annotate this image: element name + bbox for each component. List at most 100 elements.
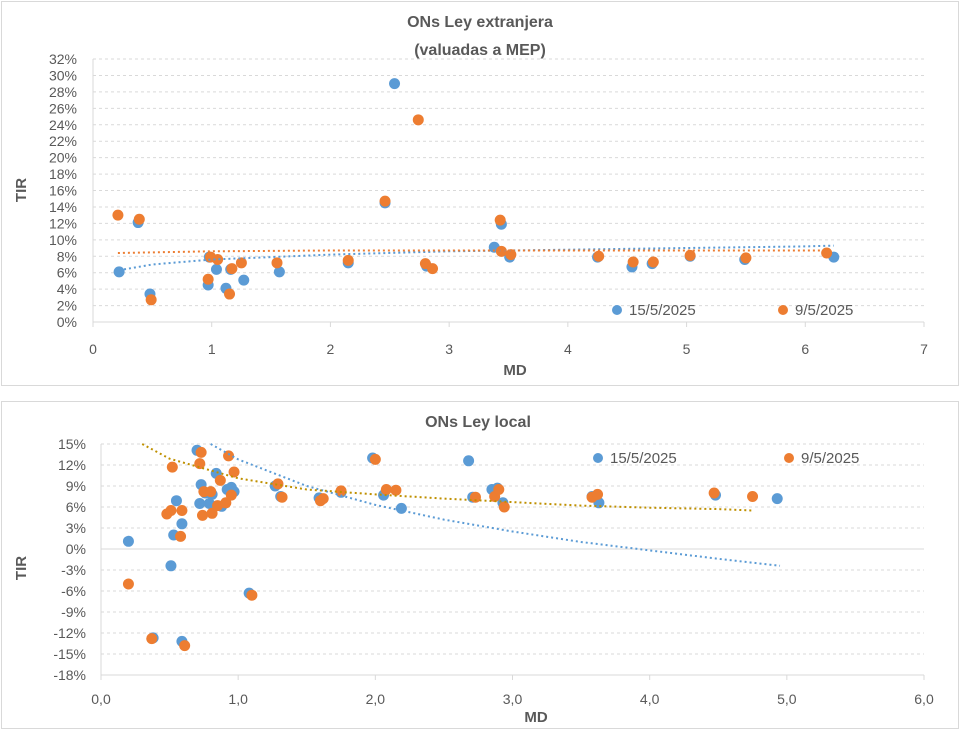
x-tick-label: 2,0 xyxy=(366,691,386,707)
series-15-5-2025 xyxy=(113,78,840,300)
point-9-5-2025-31 xyxy=(493,484,505,495)
series-9-5-2025 xyxy=(122,446,759,652)
y-tick-label: 26% xyxy=(49,100,77,116)
y-tick-label: 3% xyxy=(66,520,86,536)
point-9-5-2025-28 xyxy=(390,484,402,496)
x-tick-label: 1,0 xyxy=(228,691,248,707)
point-9-5-2025-21 xyxy=(684,249,696,261)
series-9-5-2025 xyxy=(112,114,833,306)
point-9-5-2025-22 xyxy=(740,252,752,264)
x-axis-label: MD xyxy=(524,709,547,726)
series-15-5-2025 xyxy=(122,444,783,647)
y-tick-label: 9% xyxy=(66,478,86,494)
y-tick-label: 8% xyxy=(57,248,77,264)
point-15-5-2025-4 xyxy=(170,495,182,507)
point-9-5-2025-19 xyxy=(228,466,240,478)
x-tick-label: 4 xyxy=(564,341,572,357)
point-9-5-2025-27 xyxy=(380,484,392,495)
x-tick-label: 4,0 xyxy=(640,691,660,707)
point-9-5-2025-17 xyxy=(223,450,235,462)
y-tick-label: 6% xyxy=(66,499,86,515)
y-tick-label: -3% xyxy=(61,562,86,578)
y-tick-label: -12% xyxy=(53,625,86,641)
point-9-5-2025-0 xyxy=(112,209,124,221)
y-tick-label: -15% xyxy=(53,646,86,662)
y-tick-label: 15% xyxy=(58,436,86,452)
x-tick-label: 6,0 xyxy=(914,691,934,707)
x-tick-label: 0 xyxy=(89,341,97,357)
legend-label-9-5-2025: 9/5/2025 xyxy=(795,302,853,319)
chart-ley-extranjera-svg: ONs Ley extranjera (valuadas a MEP) MD T… xyxy=(13,14,928,379)
x-tick-label: 7 xyxy=(920,341,928,357)
point-15-5-2025-26 xyxy=(463,455,475,467)
point-15-5-2025-5 xyxy=(176,518,188,530)
y-tick-label: -18% xyxy=(53,667,86,683)
y-tick-label: 4% xyxy=(57,281,77,297)
point-9-5-2025-8 xyxy=(235,257,247,269)
point-9-5-2025-8 xyxy=(194,458,206,470)
legend-marker-15-5-2025 xyxy=(612,305,622,315)
gridlines xyxy=(93,58,924,323)
x-tick-label: 1 xyxy=(208,341,216,357)
x-axis-label: MD xyxy=(503,362,526,379)
legend-label-15-5-2025: 15/5/2025 xyxy=(629,302,696,319)
point-9-5-2025-18 xyxy=(225,489,237,501)
point-9-5-2025-12 xyxy=(412,114,424,126)
point-9-5-2025-15 xyxy=(494,214,506,226)
x-tick-label: 3 xyxy=(445,341,453,357)
legend-marker-15-5-2025 xyxy=(593,453,603,463)
point-9-5-2025-10 xyxy=(197,509,209,521)
point-9-5-2025-7 xyxy=(179,640,191,652)
y-tick-label: 0% xyxy=(66,541,86,557)
y-tick-label: 30% xyxy=(49,67,77,83)
point-15-5-2025-0 xyxy=(122,535,134,547)
point-9-5-2025-0 xyxy=(122,578,134,590)
y-tick-label: 12% xyxy=(49,215,77,231)
point-9-5-2025-24 xyxy=(317,493,329,505)
point-9-5-2025-14 xyxy=(427,263,439,275)
y-tick-label: 18% xyxy=(49,166,77,182)
y-tick-label: 22% xyxy=(49,133,77,149)
point-9-5-2025-22 xyxy=(276,491,288,503)
y-tick-label: -6% xyxy=(61,583,86,599)
chart-ley-local: ONs Ley local MD TIR 15/5/2025 9/5/2025 … xyxy=(1,401,959,729)
point-9-5-2025-19 xyxy=(627,256,639,268)
point-9-5-2025-21 xyxy=(272,478,284,490)
x-tick-label: 5 xyxy=(683,341,691,357)
point-9-5-2025-6 xyxy=(224,288,236,300)
point-9-5-2025-18 xyxy=(593,250,605,262)
point-9-5-2025-26 xyxy=(369,453,381,465)
point-9-5-2025-11 xyxy=(379,195,391,207)
legend-marker-9-5-2025 xyxy=(784,453,794,463)
point-9-5-2025-3 xyxy=(165,505,177,516)
point-9-5-2025-2 xyxy=(145,294,157,306)
point-9-5-2025-36 xyxy=(747,491,759,502)
point-9-5-2025-1 xyxy=(146,633,158,645)
y-tick-label: -9% xyxy=(61,604,86,620)
point-9-5-2025-13 xyxy=(206,507,218,519)
point-9-5-2025-4 xyxy=(166,461,178,473)
y-tick-label: 16% xyxy=(49,183,77,199)
x-tick-label: 5,0 xyxy=(777,691,797,707)
y-tick-label: 20% xyxy=(49,150,77,166)
point-9-5-2025-35 xyxy=(708,487,720,499)
point-9-5-2025-5 xyxy=(175,530,187,542)
y-tick-label: 10% xyxy=(49,232,77,248)
chart-title: ONs Ley local xyxy=(425,414,531,431)
point-15-5-2025-34 xyxy=(771,493,783,505)
point-9-5-2025-9 xyxy=(195,446,207,458)
legend-label-15-5-2025: 15/5/2025 xyxy=(610,450,677,467)
x-tick-label: 3,0 xyxy=(503,691,523,707)
trendline-9-5-2025 xyxy=(117,249,827,254)
point-9-5-2025-20 xyxy=(246,589,258,601)
y-tick-label: 12% xyxy=(58,457,86,473)
point-9-5-2025-23 xyxy=(821,247,833,259)
chart-title: ONs Ley extranjera xyxy=(407,14,553,31)
y-tick-label: 24% xyxy=(49,117,77,133)
chart-ley-extranjera: ONs Ley extranjera (valuadas a MEP) MD T… xyxy=(1,1,959,386)
y-tick-label: 2% xyxy=(57,298,77,314)
point-9-5-2025-5 xyxy=(212,254,224,266)
point-15-5-2025-12 xyxy=(389,78,401,90)
y-axis-label: TIR xyxy=(13,178,30,202)
point-9-5-2025-16 xyxy=(220,497,232,509)
